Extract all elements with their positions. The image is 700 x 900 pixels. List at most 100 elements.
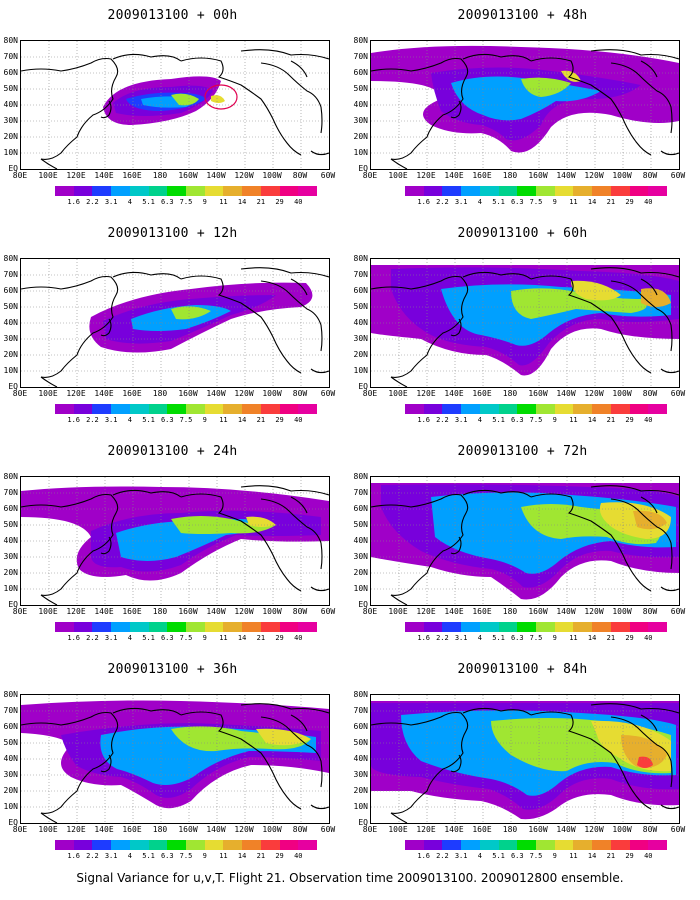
coastline bbox=[240, 49, 329, 60]
longitude-label: 100W bbox=[262, 607, 282, 616]
colorbar-swatch bbox=[573, 840, 593, 850]
longitude-label: 60W bbox=[320, 171, 336, 180]
latitude-label: 20N bbox=[3, 568, 18, 577]
coastline bbox=[660, 368, 679, 374]
colorbar-label: 2.2 bbox=[436, 634, 449, 642]
latitude-label: 30N bbox=[353, 116, 368, 125]
latitude-label: EQ bbox=[8, 818, 18, 827]
coastline bbox=[112, 489, 182, 498]
coastline bbox=[462, 271, 532, 280]
panel-title: 2009013100 + 72h bbox=[457, 444, 588, 459]
colorbar-label: 7.5 bbox=[529, 198, 543, 206]
longitude-label: 120W bbox=[234, 389, 254, 398]
colorbar-label: 1.6 bbox=[67, 416, 81, 424]
colorbar-label: 29 bbox=[625, 416, 634, 424]
latitude-label: 10N bbox=[3, 366, 18, 375]
latitude-label: 70N bbox=[3, 706, 18, 715]
variance-contour bbox=[521, 77, 571, 97]
longitude-label: 60W bbox=[320, 389, 336, 398]
longitude-label: 60W bbox=[670, 607, 686, 616]
colorbar-label: 7.5 bbox=[179, 634, 193, 642]
colorbar-swatch bbox=[111, 840, 130, 850]
panel-title: 2009013100 + 48h bbox=[457, 8, 588, 23]
colorbar-swatch bbox=[461, 622, 480, 632]
colorbar-label: 29 bbox=[275, 634, 284, 642]
longitude-label: 120W bbox=[234, 171, 254, 180]
coastline bbox=[371, 711, 469, 814]
longitude-axis: 80E 100E 120E 140E 160E 180 160W 140W 120W 100W 80… bbox=[360, 607, 690, 617]
colorbar-label: 4 bbox=[477, 634, 482, 642]
latitude-label: 50N bbox=[353, 738, 368, 747]
coastline bbox=[640, 714, 658, 732]
colorbar-swatch bbox=[554, 186, 574, 196]
forecast-panel: 2009013100 + 48h 80N 70N 60N 50N 40N 30N 20N 10N… bbox=[350, 8, 695, 223]
coastline bbox=[660, 804, 679, 810]
latitude-label: 80N bbox=[3, 36, 18, 45]
longitude-label: 160W bbox=[528, 389, 548, 398]
colorbar-swatch bbox=[610, 186, 630, 196]
latitude-label: 40N bbox=[3, 318, 18, 327]
colorbar-swatch bbox=[148, 840, 168, 850]
colorbar-label: 2.2 bbox=[86, 198, 99, 206]
colorbar-swatch bbox=[167, 404, 187, 414]
longitude-label: 100W bbox=[612, 171, 632, 180]
latitude-label: 40N bbox=[353, 754, 368, 763]
colorbar bbox=[55, 840, 318, 850]
longitude-label: 120E bbox=[416, 607, 436, 616]
colorbar-swatch bbox=[423, 186, 443, 196]
colorbar-label: 21 bbox=[256, 852, 266, 860]
coastline bbox=[260, 498, 323, 570]
colorbar-swatch bbox=[55, 404, 74, 414]
panel-title: 2009013100 + 12h bbox=[107, 226, 238, 241]
colorbar-swatch bbox=[73, 622, 93, 632]
longitude-label: 160W bbox=[178, 607, 198, 616]
colorbar-swatch bbox=[498, 840, 518, 850]
colorbar-label: 29 bbox=[275, 852, 284, 860]
coastline bbox=[100, 754, 112, 773]
colorbar-swatch bbox=[167, 186, 187, 196]
colorbar-label: 7.5 bbox=[179, 416, 193, 424]
variance-map bbox=[370, 40, 680, 170]
colorbar-swatch bbox=[298, 404, 318, 414]
longitude-label: 80W bbox=[292, 825, 308, 834]
longitude-label: 160E bbox=[472, 825, 492, 834]
colorbar-labels: 1.6 2.2 3.1 4 5.1 6.3 7.5 9 11 14 21 29 40 bbox=[405, 634, 667, 643]
longitude-label: 60W bbox=[670, 389, 686, 398]
colorbar-swatch bbox=[223, 622, 243, 632]
latitude-label: 20N bbox=[353, 786, 368, 795]
coastline bbox=[240, 703, 329, 714]
colorbar-label: 21 bbox=[606, 198, 616, 206]
longitude-label: 160W bbox=[178, 825, 198, 834]
longitude-label: 80E bbox=[12, 389, 28, 398]
latitude-label: 60N bbox=[353, 286, 368, 295]
colorbar-label: 6.3 bbox=[510, 852, 524, 860]
colorbar-label: 21 bbox=[256, 634, 266, 642]
coastline bbox=[40, 812, 58, 823]
colorbar-label: 4 bbox=[127, 852, 132, 860]
colorbar-swatch bbox=[92, 186, 112, 196]
colorbar-swatch bbox=[592, 186, 611, 196]
colorbar-swatch bbox=[573, 622, 593, 632]
longitude-label: 100E bbox=[388, 389, 408, 398]
latitude-label: 40N bbox=[3, 754, 18, 763]
longitude-label: 140E bbox=[94, 389, 114, 398]
longitude-label: 120E bbox=[416, 389, 436, 398]
longitude-label: 140W bbox=[206, 825, 226, 834]
variance-contour bbox=[256, 728, 311, 746]
latitude-label: 30N bbox=[353, 334, 368, 343]
forecast-panel: 2009013100 + 36h 80N 70N 60N 50N 40N 30N 20N 10N… bbox=[0, 662, 345, 877]
colorbar-label: 11 bbox=[219, 852, 228, 860]
colorbar-swatch bbox=[73, 186, 93, 196]
colorbar-swatch bbox=[186, 622, 205, 632]
colorbar-label: 9 bbox=[202, 416, 207, 424]
latitude-label: 70N bbox=[353, 706, 368, 715]
coastline bbox=[660, 586, 679, 592]
variance-contour bbox=[171, 93, 199, 106]
colorbar-swatch bbox=[517, 186, 537, 196]
coastline bbox=[462, 53, 532, 62]
colorbar-swatch bbox=[298, 186, 318, 196]
colorbar-label: 2.2 bbox=[86, 852, 99, 860]
colorbar-swatch bbox=[129, 840, 149, 850]
longitude-label: 120W bbox=[584, 389, 604, 398]
coastline bbox=[530, 493, 652, 592]
